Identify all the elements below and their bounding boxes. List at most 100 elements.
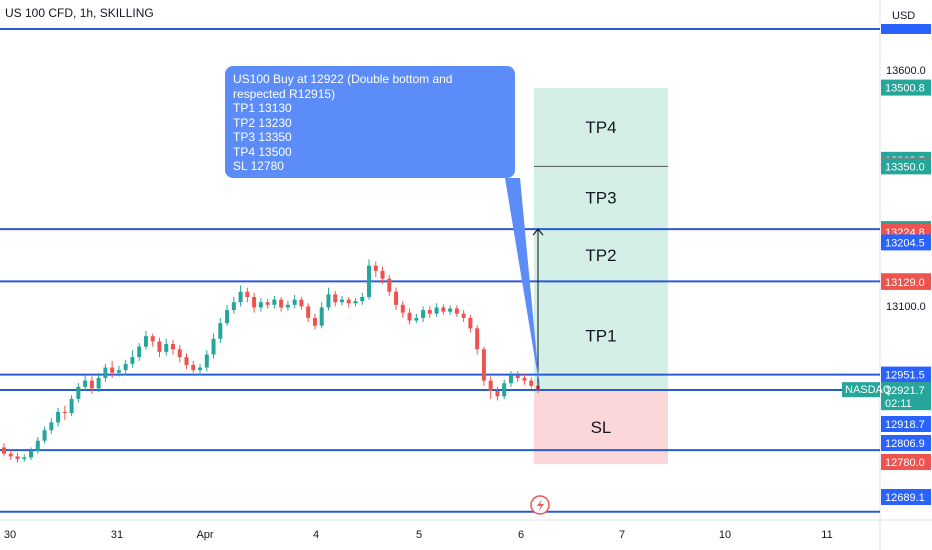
candle-body: [292, 299, 297, 305]
candle-body: [326, 294, 331, 308]
price-tag-label: 12951.5: [885, 370, 925, 382]
price-tag[interactable]: [881, 435, 931, 451]
x-tick-label: 5: [416, 529, 422, 541]
candle-body: [130, 357, 135, 364]
price-tag[interactable]: [881, 416, 931, 432]
candle-body: [56, 411, 61, 423]
price-tag[interactable]: [881, 234, 931, 251]
candle-body: [454, 308, 459, 314]
candle-body: [353, 301, 358, 304]
y-tick-label: 13100.0: [886, 301, 926, 313]
price-tag-label: 13500.8: [885, 83, 925, 95]
zone-label-tp3: TP3: [585, 189, 616, 208]
zone-label-tp2: TP2: [585, 246, 616, 265]
candle-body: [22, 457, 27, 459]
x-tick-label: Apr: [196, 529, 213, 541]
candle-body: [427, 310, 432, 314]
zone-label-tp1: TP1: [585, 327, 616, 346]
candle-body: [367, 265, 372, 297]
candle-body: [346, 299, 351, 304]
zone-tp4[interactable]: [534, 88, 668, 167]
candle-body: [184, 357, 189, 365]
candle-body: [373, 265, 378, 271]
price-tag-label: 12780.0: [885, 457, 925, 469]
candle-body: [529, 380, 534, 386]
candle-body: [150, 336, 155, 342]
candle-body: [387, 278, 392, 292]
price-tag-label: 12806.9: [885, 438, 925, 450]
candle-body: [306, 306, 311, 318]
price-tag[interactable]: [881, 366, 931, 383]
zone-label-sl: SL: [591, 418, 612, 437]
price-tag[interactable]: [881, 273, 931, 290]
candle-body: [143, 336, 148, 347]
candle-body: [488, 380, 493, 392]
price-tag[interactable]: [881, 158, 931, 175]
x-tick-label: 11: [821, 529, 832, 541]
candle-body: [522, 377, 527, 381]
callout-pointer: [505, 178, 540, 390]
zone-sl[interactable]: [534, 390, 668, 465]
callout-line: TP2 13230: [233, 115, 292, 130]
price-tag-label: 13129.0: [885, 277, 925, 289]
candle-body: [299, 299, 304, 307]
zone-tp3[interactable]: [534, 166, 668, 230]
candle-body: [360, 296, 365, 302]
price-tag[interactable]: [881, 79, 931, 96]
candle-body: [502, 383, 507, 397]
lightning-bolt-glyph: [537, 499, 544, 512]
price-tag[interactable]: [881, 454, 931, 470]
candle-body: [191, 364, 196, 371]
callout-line: TP3 13350: [233, 130, 292, 144]
symbol-tag-label: NASDAQ: [845, 384, 892, 396]
candle-body: [434, 307, 439, 314]
candle-body: [238, 291, 243, 303]
candle-body: [461, 313, 466, 318]
callout-line: TP4 13500: [233, 144, 292, 159]
candle-body: [265, 302, 270, 305]
candle-body: [285, 304, 290, 308]
candle-body: [339, 299, 344, 303]
candle-body: [508, 375, 513, 384]
candle-body: [448, 308, 453, 312]
candle-body: [394, 291, 399, 305]
candle-body: [157, 341, 162, 352]
price-tag[interactable]: [881, 382, 931, 411]
trade-callout[interactable]: US100 Buy at 12922 (Double bottom and re…: [225, 66, 515, 178]
candle-body: [407, 312, 412, 321]
candle-body: [49, 422, 54, 431]
callout-line: SL 12780: [233, 159, 284, 173]
candle-body: [515, 375, 520, 378]
zone-tp2[interactable]: [534, 229, 668, 282]
candle-body: [137, 346, 142, 358]
price-tag-top-partial[interactable]: [881, 24, 931, 34]
x-tick-label: 6: [518, 529, 524, 541]
zone-label-tp4: TP4: [585, 118, 616, 137]
callout-line: TP1 13130: [233, 101, 292, 115]
price-tag-label: 13350.0: [885, 161, 925, 173]
candle-body: [218, 323, 223, 339]
candle-body: [29, 451, 34, 458]
price-tag-label: 12921.7: [885, 385, 925, 397]
currency-label: USD: [892, 10, 915, 22]
callout-line: US100 Buy at 12922 (Double bottom and re…: [233, 72, 453, 101]
candle-body: [400, 304, 405, 313]
candle-body: [475, 328, 480, 350]
x-tick-label: 10: [719, 529, 731, 541]
candle-body: [258, 302, 263, 308]
candle-body: [123, 363, 128, 371]
candle-body: [481, 349, 486, 381]
symbol-tag[interactable]: [842, 382, 880, 398]
candle-body: [312, 317, 317, 326]
x-tick-label: 7: [619, 529, 625, 541]
candle-body: [333, 294, 338, 303]
price-tag-label: 13204.5: [885, 237, 925, 249]
candle-body: [103, 367, 108, 378]
candle-body: [245, 291, 250, 297]
candle-body: [198, 367, 203, 371]
zone-tp1[interactable]: [534, 281, 668, 390]
price-tag[interactable]: [881, 489, 931, 505]
candle-body: [204, 354, 209, 368]
candle-body: [252, 296, 257, 308]
